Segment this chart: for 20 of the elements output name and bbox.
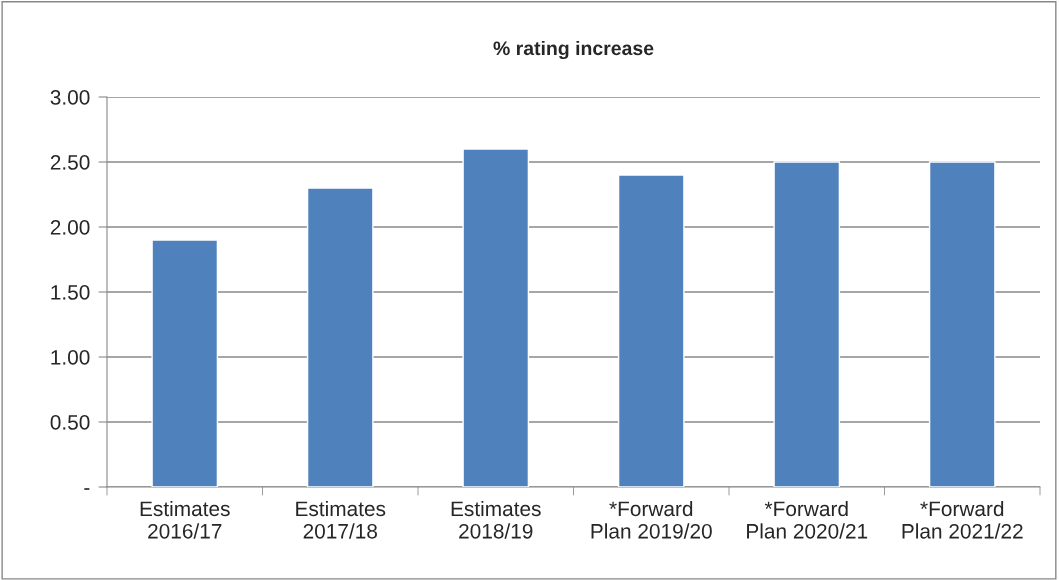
x-tick-label: Estimates 2016/17 [140, 500, 230, 539]
bar [306, 187, 374, 487]
y-tick-label: - [84, 488, 90, 490]
bar [617, 174, 685, 487]
bar [928, 161, 996, 487]
x-tick-label: *Forward Plan 2019/20 [591, 500, 712, 539]
bar [151, 239, 219, 487]
chart-title: % rating increase [493, 40, 654, 60]
y-tick-label: 2.50 [50, 155, 90, 170]
x-tick-label: *Forward Plan 2021/22 [902, 500, 1023, 539]
x-tick-label: *Forward Plan 2020/21 [747, 500, 868, 539]
y-tick-label: 0.50 [50, 415, 90, 430]
x-tick-label: Estimates 2018/19 [451, 500, 541, 539]
bar [462, 148, 530, 487]
x-tick-label: Estimates 2017/18 [296, 500, 386, 539]
y-tick-label: 1.00 [51, 350, 90, 365]
y-tick-label: 3.00 [50, 90, 90, 105]
y-tick-label: 1.50 [51, 285, 90, 300]
y-tick-label: 2.00 [50, 220, 90, 235]
bar [773, 161, 841, 487]
